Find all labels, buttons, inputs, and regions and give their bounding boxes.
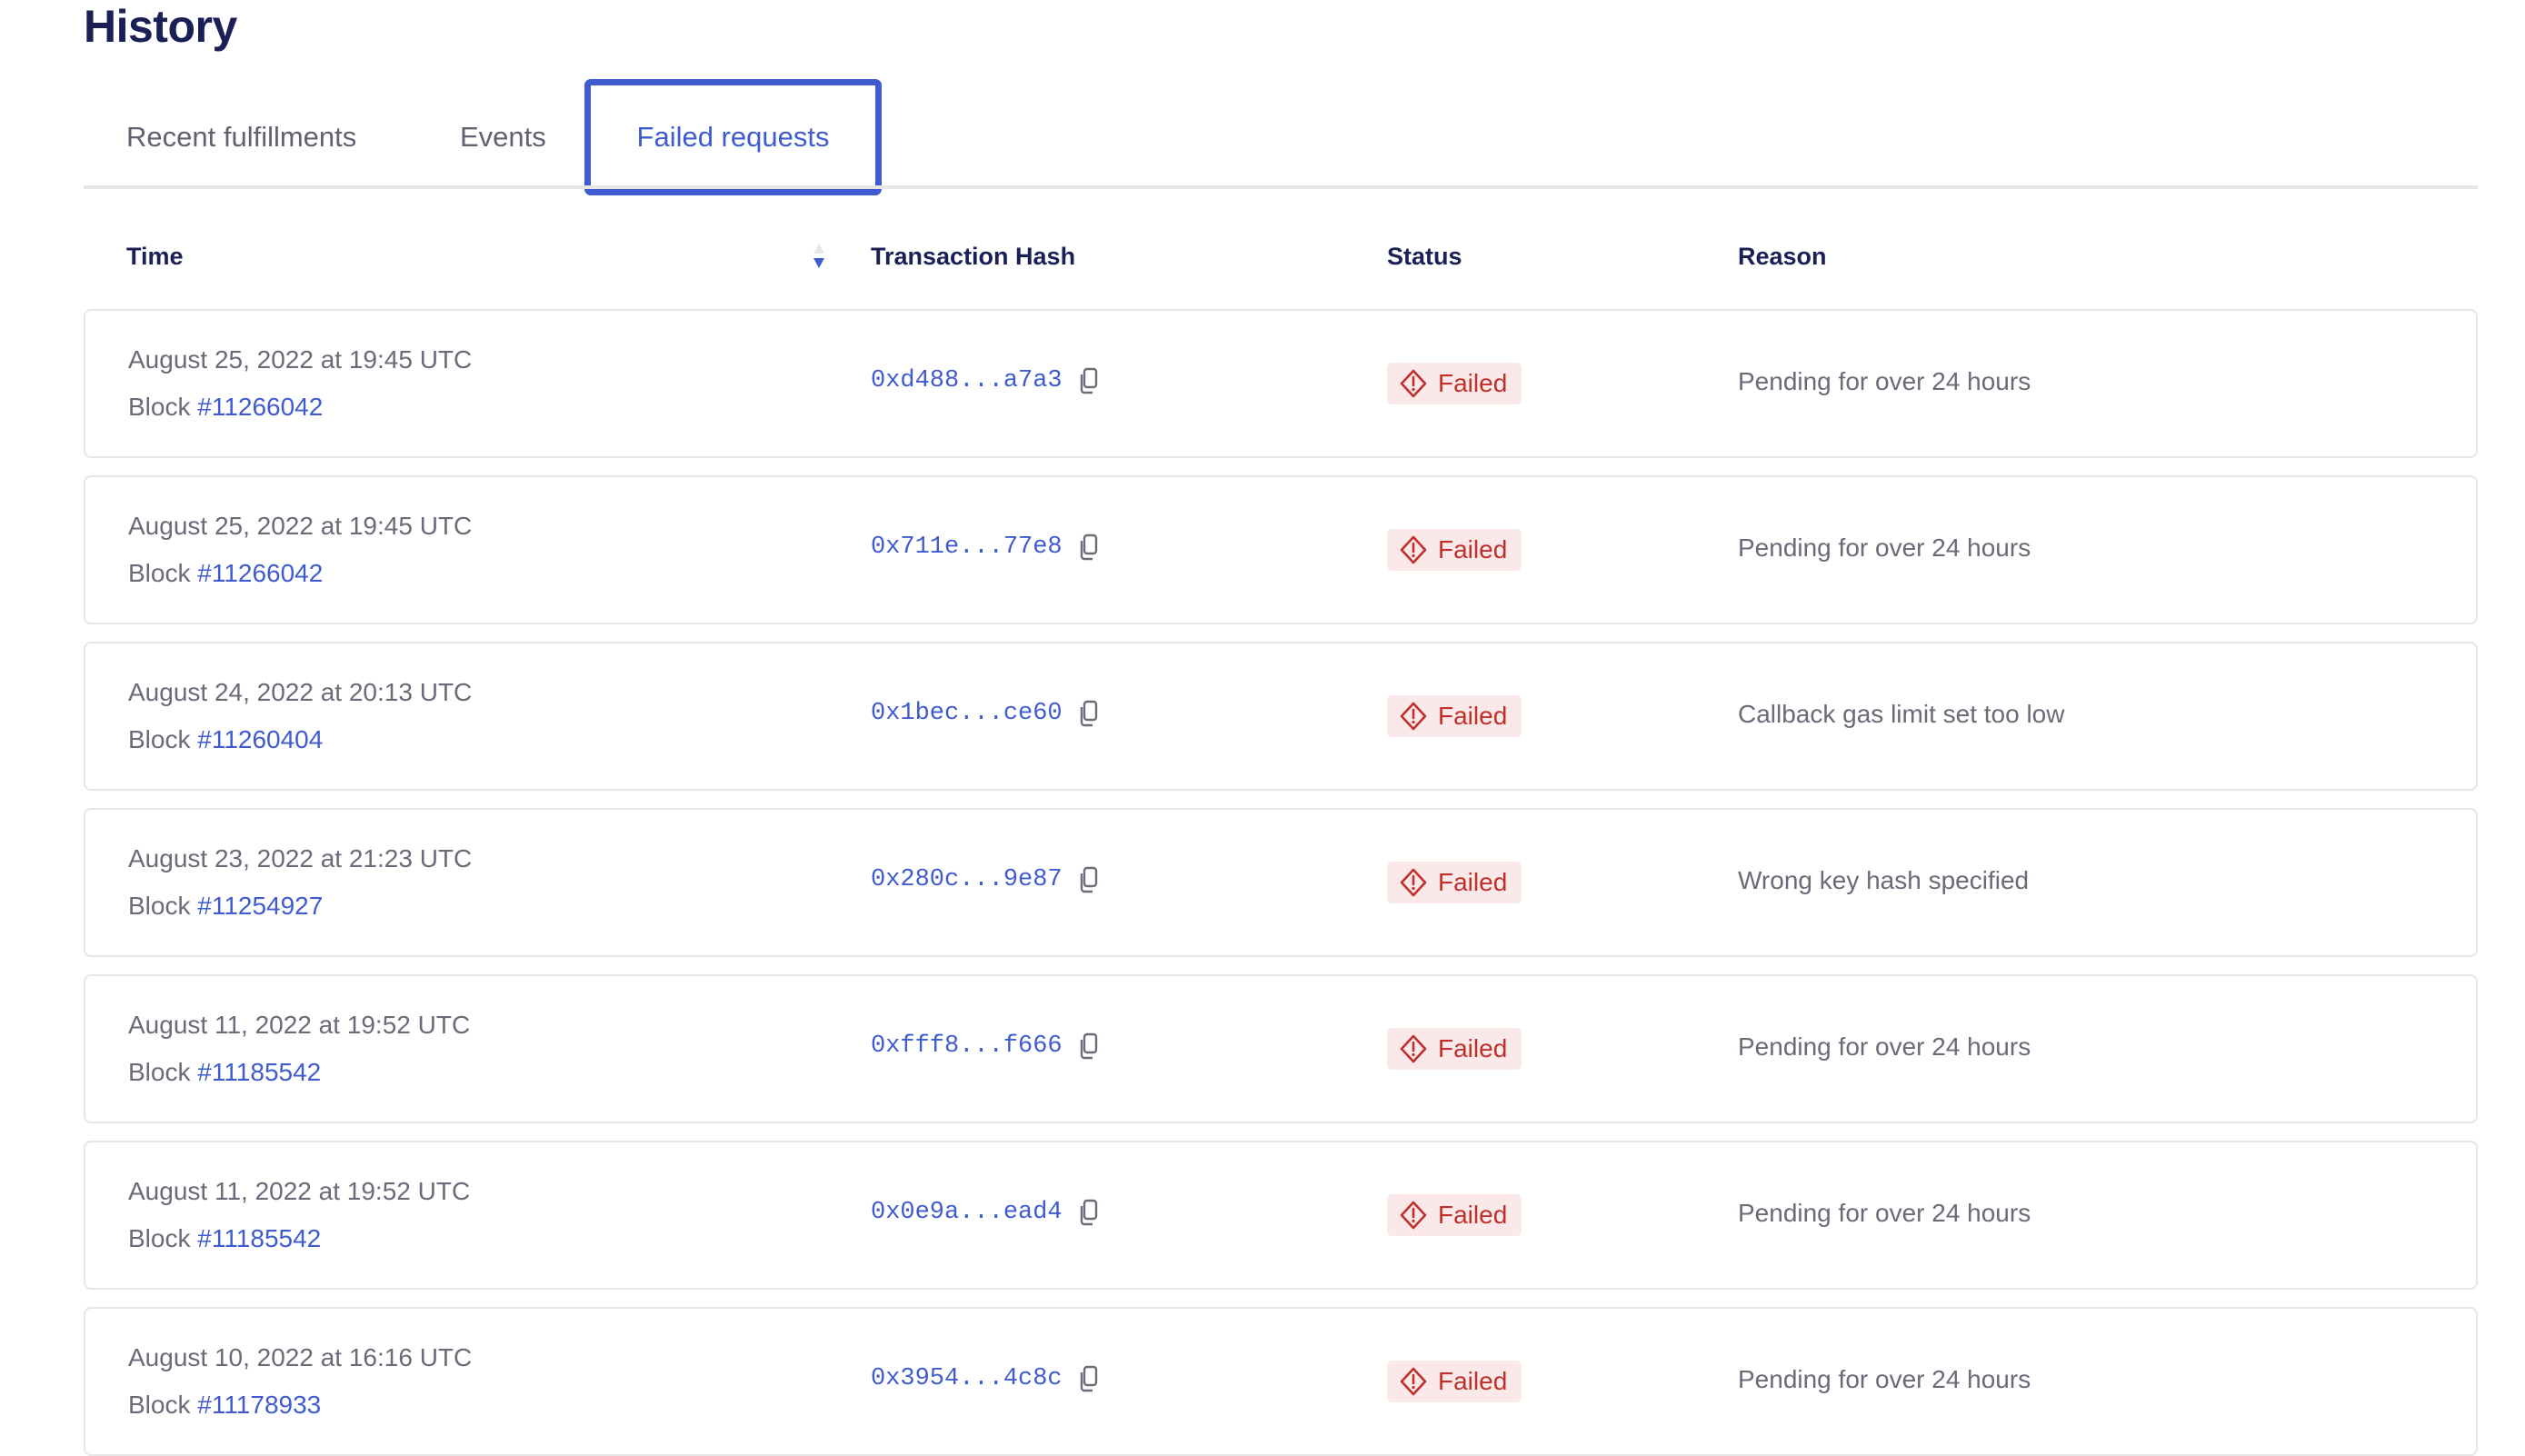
status-badge: Failed xyxy=(1387,363,1522,404)
table-row: August 24, 2022 at 20:13 UTC Block #1126… xyxy=(84,642,2478,791)
alert-diamond-icon xyxy=(1400,702,1427,731)
row-time: August 11, 2022 at 19:52 UTC xyxy=(128,1011,471,1039)
table-row: August 25, 2022 at 19:45 UTC Block #1126… xyxy=(84,309,2478,458)
tab-events[interactable]: Events xyxy=(460,121,546,153)
status-text: Failed xyxy=(1438,535,1508,563)
row-reason: Pending for over 24 hours xyxy=(1738,1032,2031,1061)
tab-divider xyxy=(84,185,2478,189)
table-row: August 23, 2022 at 21:23 UTC Block #1125… xyxy=(84,808,2478,957)
block-label: Block xyxy=(128,892,191,920)
transaction-hash-cell: 0x711e...77e8 xyxy=(871,534,1099,561)
table-row: August 25, 2022 at 19:45 UTC Block #1126… xyxy=(84,475,2478,624)
row-time: August 23, 2022 at 21:23 UTC xyxy=(128,844,473,873)
row-block: Block #11178933 xyxy=(128,1391,321,1420)
block-label: Block xyxy=(128,1058,191,1086)
transaction-hash-link[interactable]: 0x0e9a...ead4 xyxy=(871,1199,1063,1226)
transaction-hash-link[interactable]: 0x3954...4c8c xyxy=(871,1365,1063,1392)
transaction-hash-link[interactable]: 0x1bec...ce60 xyxy=(871,700,1063,727)
transaction-hash-cell: 0x3954...4c8c xyxy=(871,1365,1099,1392)
alert-diamond-icon xyxy=(1400,1367,1427,1396)
sort-caret-icon[interactable] xyxy=(812,244,826,269)
transaction-hash-link[interactable]: 0xfff8...f666 xyxy=(871,1032,1063,1060)
copy-icon[interactable] xyxy=(1079,700,1099,727)
status-text: Failed xyxy=(1438,868,1508,896)
transaction-hash-cell: 0xd488...a7a3 xyxy=(871,367,1099,394)
tab-recent-fulfillments[interactable]: Recent fulfillments xyxy=(126,121,357,153)
row-reason: Pending for over 24 hours xyxy=(1738,367,2031,395)
row-time: August 11, 2022 at 19:52 UTC xyxy=(128,1177,471,1205)
row-time: August 24, 2022 at 20:13 UTC xyxy=(128,678,473,706)
transaction-hash-link[interactable]: 0xd488...a7a3 xyxy=(871,367,1063,394)
status-badge: Failed xyxy=(1387,695,1522,737)
block-label: Block xyxy=(128,725,191,753)
status-badge: Failed xyxy=(1387,862,1522,903)
copy-icon[interactable] xyxy=(1079,367,1099,394)
row-time: August 25, 2022 at 19:45 UTC xyxy=(128,512,473,540)
copy-icon[interactable] xyxy=(1079,866,1099,893)
status-text: Failed xyxy=(1438,702,1508,730)
row-time: August 25, 2022 at 19:45 UTC xyxy=(128,345,473,374)
copy-icon[interactable] xyxy=(1079,534,1099,561)
row-block: Block #11260404 xyxy=(128,725,323,754)
row-time: August 10, 2022 at 16:16 UTC xyxy=(128,1343,473,1371)
copy-icon[interactable] xyxy=(1079,1199,1099,1226)
status-badge: Failed xyxy=(1387,1361,1522,1402)
transaction-hash-cell: 0x1bec...ce60 xyxy=(871,700,1099,727)
table-header: Time Transaction Hash Status Reason xyxy=(0,238,2525,274)
column-header-time[interactable]: Time xyxy=(126,243,184,270)
row-reason: Pending for over 24 hours xyxy=(1738,1199,2031,1227)
transaction-hash-cell: 0xfff8...f666 xyxy=(871,1032,1099,1060)
status-badge: Failed xyxy=(1387,1194,1522,1236)
row-block: Block #11185542 xyxy=(128,1058,321,1087)
status-text: Failed xyxy=(1438,369,1508,397)
alert-diamond-icon xyxy=(1400,369,1427,398)
alert-diamond-icon xyxy=(1400,868,1427,897)
page-title: History xyxy=(84,1,237,52)
status-badge: Failed xyxy=(1387,529,1522,571)
row-reason: Pending for over 24 hours xyxy=(1738,534,2031,562)
tab-failed-requests[interactable]: Failed requests xyxy=(584,79,882,195)
table-row: August 10, 2022 at 16:16 UTC Block #1117… xyxy=(84,1307,2478,1456)
row-reason: Wrong key hash specified xyxy=(1738,866,2030,894)
copy-icon[interactable] xyxy=(1079,1032,1099,1060)
table-row: August 11, 2022 at 19:52 UTC Block #1118… xyxy=(84,1141,2478,1290)
status-text: Failed xyxy=(1438,1034,1508,1062)
block-link[interactable]: #11185542 xyxy=(197,1058,322,1086)
alert-diamond-icon xyxy=(1400,1201,1427,1230)
block-link[interactable]: #11178933 xyxy=(197,1391,322,1419)
row-block: Block #11266042 xyxy=(128,393,323,422)
row-block: Block #11266042 xyxy=(128,559,323,588)
status-text: Failed xyxy=(1438,1367,1508,1395)
transaction-hash-link[interactable]: 0x280c...9e87 xyxy=(871,866,1063,893)
transaction-hash-cell: 0x0e9a...ead4 xyxy=(871,1199,1099,1226)
block-link[interactable]: #11254927 xyxy=(197,892,324,920)
row-reason: Pending for over 24 hours xyxy=(1738,1365,2031,1393)
block-link[interactable]: #11185542 xyxy=(197,1224,322,1252)
alert-diamond-icon xyxy=(1400,1034,1427,1063)
row-block: Block #11254927 xyxy=(128,892,323,921)
block-label: Block xyxy=(128,1391,191,1419)
block-label: Block xyxy=(128,393,191,421)
column-header-reason: Reason xyxy=(1738,243,1827,270)
copy-icon[interactable] xyxy=(1079,1365,1099,1392)
table-row: August 11, 2022 at 19:52 UTC Block #1118… xyxy=(84,974,2478,1123)
block-link[interactable]: #11266042 xyxy=(197,393,324,421)
block-label: Block xyxy=(128,559,191,587)
block-label: Block xyxy=(128,1224,191,1252)
row-block: Block #11185542 xyxy=(128,1224,321,1253)
column-header-transaction-hash: Transaction Hash xyxy=(871,243,1076,270)
status-badge: Failed xyxy=(1387,1028,1522,1070)
alert-diamond-icon xyxy=(1400,535,1427,564)
tab-bar: Recent fulfillments Events Failed reques… xyxy=(84,79,2478,195)
transaction-hash-cell: 0x280c...9e87 xyxy=(871,866,1099,893)
column-header-status: Status xyxy=(1387,243,1462,270)
block-link[interactable]: #11266042 xyxy=(197,559,324,587)
status-text: Failed xyxy=(1438,1201,1508,1229)
block-link[interactable]: #11260404 xyxy=(197,725,324,753)
row-reason: Callback gas limit set too low xyxy=(1738,700,2065,728)
transaction-hash-link[interactable]: 0x711e...77e8 xyxy=(871,534,1063,561)
